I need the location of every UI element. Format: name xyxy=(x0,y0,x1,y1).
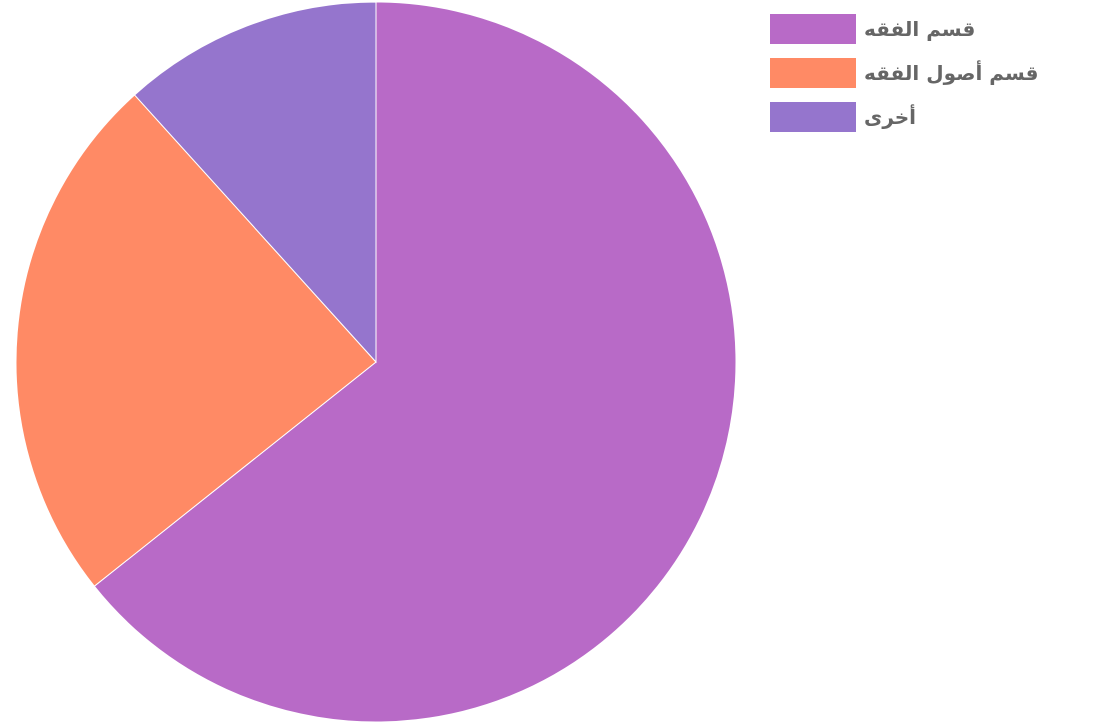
pie-slice[interactable] xyxy=(133,1,377,364)
pie-slice[interactable] xyxy=(93,1,737,723)
chart-legend: قسم الفقه قسم أصول الفقه أخرى xyxy=(770,14,1038,146)
legend-item[interactable]: قسم الفقه xyxy=(770,14,1038,44)
pie-slice[interactable] xyxy=(15,94,377,587)
legend-label: أخرى xyxy=(864,105,917,129)
legend-swatch xyxy=(770,14,856,44)
legend-swatch xyxy=(770,58,856,88)
legend-label: قسم الفقه xyxy=(864,17,976,41)
legend-item[interactable]: أخرى xyxy=(770,102,1038,132)
legend-item[interactable]: قسم أصول الفقه xyxy=(770,58,1038,88)
legend-label: قسم أصول الفقه xyxy=(864,61,1039,85)
pie-plot-area xyxy=(15,1,737,723)
legend-swatch xyxy=(770,102,856,132)
